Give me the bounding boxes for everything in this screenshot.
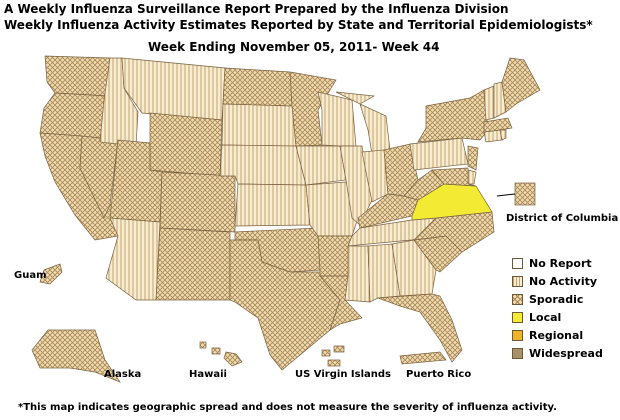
label-hawaii: Hawaii (189, 369, 227, 380)
state-AK[interactable] (31, 329, 121, 383)
legend-item-no-report: No Report (512, 254, 603, 272)
label-alaska: Alaska (104, 369, 142, 380)
state-MA[interactable] (483, 117, 513, 133)
state-PR[interactable] (399, 351, 447, 365)
state-NY[interactable] (417, 89, 489, 143)
legend: No Report No Activity Sporadic Local Reg… (512, 254, 603, 362)
legend-label: No Activity (529, 274, 598, 288)
report-subtitle: Weekly Influenza Activity Estimates Repo… (4, 18, 593, 32)
state-VT[interactable] (483, 85, 495, 121)
state-NJ[interactable] (467, 145, 479, 171)
legend-label: Sporadic (529, 292, 584, 306)
state-FL[interactable] (377, 293, 463, 363)
legend-label: Local (529, 310, 562, 324)
state-VI[interactable] (321, 345, 345, 367)
legend-item-sporadic: Sporadic (512, 290, 603, 308)
week-label: Week Ending November 05, 2011- Week 44 (148, 40, 440, 54)
legend-label: Widespread (529, 346, 603, 360)
legend-swatch (512, 293, 523, 305)
legend-label: Regional (529, 328, 584, 342)
state-TX[interactable] (229, 239, 341, 371)
state-MS[interactable] (344, 245, 371, 303)
state-SD[interactable] (221, 103, 297, 147)
label-puerto-rico: Puerto Rico (406, 369, 472, 380)
state-ND[interactable] (222, 67, 293, 107)
legend-swatch (512, 311, 523, 323)
label-guam: Guam (14, 270, 47, 281)
state-WI[interactable] (317, 91, 357, 147)
state-HI[interactable] (199, 341, 243, 367)
state-WY[interactable] (149, 112, 223, 177)
state-ME[interactable] (501, 57, 541, 113)
dc-leader-line (496, 193, 516, 197)
state-DC-inset[interactable] (514, 182, 536, 206)
state-AR[interactable] (317, 235, 353, 277)
state-RI[interactable] (499, 129, 507, 141)
state-GU[interactable] (39, 263, 63, 285)
state-DE[interactable] (467, 169, 477, 185)
label-us-virgin-islands: US Virgin Islands (295, 369, 391, 380)
state-OR[interactable] (39, 92, 109, 139)
legend-swatch (512, 329, 523, 341)
state-KS[interactable] (234, 183, 311, 227)
legend-item-widespread: Widespread (512, 344, 603, 362)
label-district-of-columbia: District of Columbia (506, 213, 619, 224)
report-title: A Weekly Influenza Surveillance Report P… (4, 2, 509, 16)
legend-item-local: Local (512, 308, 603, 326)
state-CO[interactable] (159, 171, 236, 233)
legend-swatch (512, 275, 523, 287)
state-WA[interactable] (44, 55, 111, 97)
legend-swatch (512, 257, 523, 269)
legend-item-no-activity: No Activity (512, 272, 603, 290)
state-NM[interactable] (155, 227, 231, 301)
legend-label: No Report (529, 256, 592, 270)
state-MD[interactable] (431, 167, 477, 187)
legend-swatch (512, 347, 523, 359)
legend-item-regional: Regional (512, 326, 603, 344)
state-PA[interactable] (409, 137, 469, 171)
footnote: *This map indicates geographic spread an… (18, 402, 557, 413)
state-GA[interactable] (391, 239, 437, 297)
